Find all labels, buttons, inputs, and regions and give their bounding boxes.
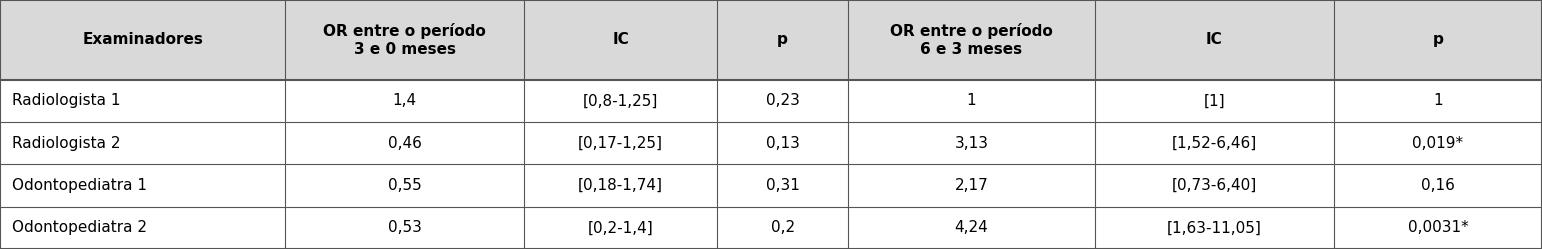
Text: [0,8-1,25]: [0,8-1,25] <box>583 93 658 108</box>
Text: 0,019*: 0,019* <box>1412 136 1463 151</box>
Text: 0,55: 0,55 <box>389 178 421 193</box>
Text: 3,13: 3,13 <box>954 136 988 151</box>
Bar <box>0 122 1542 164</box>
Text: IC: IC <box>1206 32 1223 47</box>
Text: 0,46: 0,46 <box>389 136 421 151</box>
Text: 0,0031*: 0,0031* <box>1408 220 1468 235</box>
Text: p: p <box>777 32 788 47</box>
Text: 0,16: 0,16 <box>1422 178 1454 193</box>
Text: Examinadores: Examinadores <box>82 32 204 47</box>
Bar <box>0 0 1542 80</box>
Text: Odontopediatra 1: Odontopediatra 1 <box>12 178 148 193</box>
Text: [0,73-6,40]: [0,73-6,40] <box>1172 178 1257 193</box>
Text: OR entre o período
6 e 3 meses: OR entre o período 6 e 3 meses <box>890 23 1053 57</box>
Text: 4,24: 4,24 <box>954 220 988 235</box>
Text: Radiologista 1: Radiologista 1 <box>12 93 120 108</box>
Text: [1,63-11,05]: [1,63-11,05] <box>1167 220 1261 235</box>
Text: IC: IC <box>612 32 629 47</box>
Text: 1,4: 1,4 <box>393 93 416 108</box>
Text: [1,52-6,46]: [1,52-6,46] <box>1172 136 1257 151</box>
Bar <box>0 164 1542 207</box>
Text: OR entre o período
3 e 0 meses: OR entre o período 3 e 0 meses <box>324 23 486 57</box>
Text: 1: 1 <box>967 93 976 108</box>
Text: 0,2: 0,2 <box>771 220 794 235</box>
Text: [1]: [1] <box>1203 93 1226 108</box>
Text: [0,18-1,74]: [0,18-1,74] <box>578 178 663 193</box>
Text: 0,31: 0,31 <box>766 178 799 193</box>
Bar <box>0 207 1542 249</box>
Text: 0,23: 0,23 <box>766 93 799 108</box>
Text: [0,2-1,4]: [0,2-1,4] <box>588 220 654 235</box>
Text: p: p <box>1433 32 1443 47</box>
Text: Odontopediatra 2: Odontopediatra 2 <box>12 220 148 235</box>
Bar <box>0 80 1542 122</box>
Text: 1: 1 <box>1433 93 1443 108</box>
Text: 2,17: 2,17 <box>954 178 988 193</box>
Text: 0,13: 0,13 <box>766 136 799 151</box>
Text: Radiologista 2: Radiologista 2 <box>12 136 120 151</box>
Text: [0,17-1,25]: [0,17-1,25] <box>578 136 663 151</box>
Text: 0,53: 0,53 <box>389 220 421 235</box>
